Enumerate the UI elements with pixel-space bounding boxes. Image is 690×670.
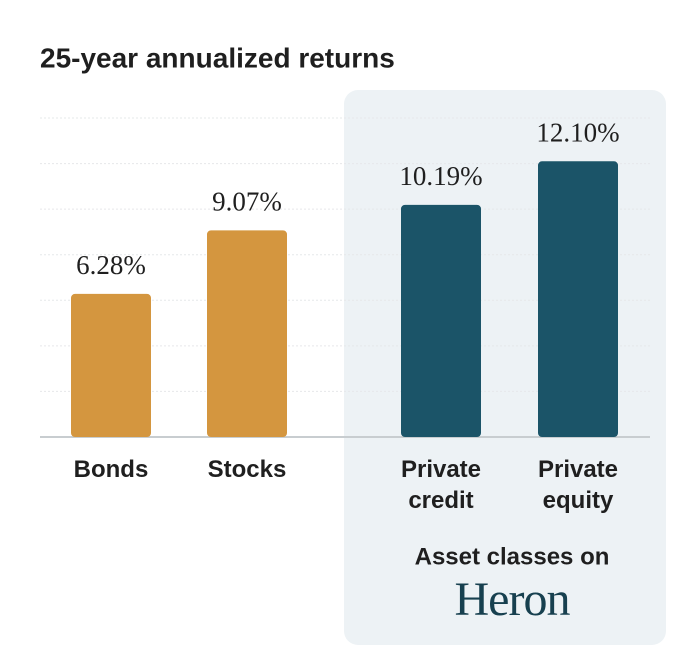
value-label: 9.07%: [212, 187, 282, 217]
bar: [207, 230, 287, 437]
bar: [538, 161, 618, 438]
x-tick-label: Private equity: [537, 456, 619, 514]
annotation: Asset classes on: [415, 543, 610, 570]
bar: [401, 204, 481, 437]
x-tick-label: Stocks: [207, 456, 287, 483]
brand-logo: Heron: [455, 573, 571, 626]
value-label: 10.19%: [399, 161, 482, 191]
bar: [71, 293, 151, 437]
chart-title: 25-year annualized returns: [40, 42, 395, 73]
value-label: 6.28%: [76, 250, 146, 280]
x-tick-label: Bonds: [73, 456, 149, 483]
value-label: 12.10%: [536, 117, 619, 147]
x-tick-label: Private credit: [400, 456, 482, 514]
